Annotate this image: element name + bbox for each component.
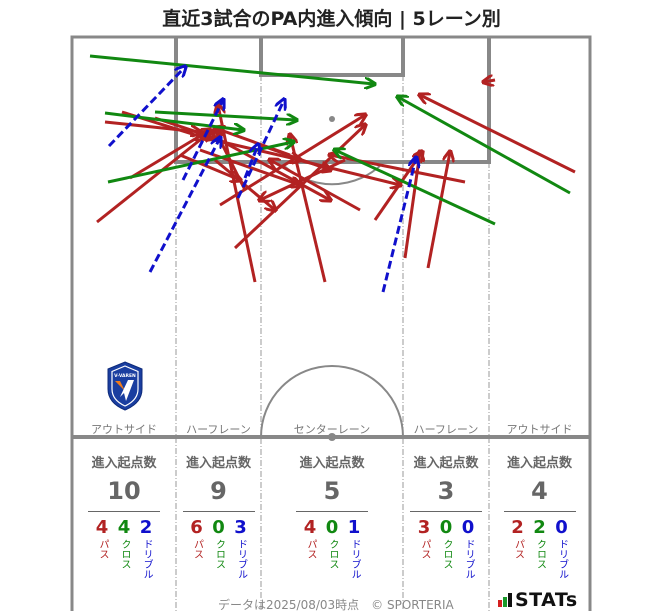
pass-arrow [219,115,365,207]
cross-arrow [104,111,243,130]
penalty-spot [329,116,335,122]
bar-chart-icon [498,593,512,607]
stat-header: 進入起点数 [91,456,157,471]
divider [503,511,576,512]
pass-arrow [104,120,200,132]
pass-arrow [403,152,420,259]
cross-arrows [89,54,571,226]
pass-arrow [420,95,576,174]
pass-label: パス [191,539,203,559]
dribble-label: ドリブル [349,539,360,579]
pass-count: 4 [303,517,317,538]
pass-arrow [179,153,240,180]
cross-arrow [398,97,571,195]
pass-arrow [96,132,210,224]
brand-name: STATs [515,589,578,611]
stat-total: 9 [210,477,227,505]
team-crest-icon: V-VAREN [107,361,143,411]
pass-label: パス [512,539,524,559]
cross-label: クロス [213,539,225,569]
dribble-arrows [107,67,416,293]
stat-header: 進入起点数 [299,456,365,471]
lane-stats-outside-left: 進入起点数 10 4 パス 4 クロス 2 ドリブル [72,452,176,579]
cross-arrow [154,110,296,120]
cross-arrow [89,54,374,84]
pass-count: 4 [95,517,109,538]
dribble-count: 2 [139,517,153,538]
cross-label: クロス [441,539,452,569]
dribble-arrow [381,158,416,293]
dribble-label: ドリブル [556,539,568,579]
cross-arrow [335,150,496,226]
pitch-outline [70,35,592,611]
stat-header: 進入起点数 [185,456,251,471]
lane-stats-outside-right: 進入起点数 4 2 パス 2 クロス 0 ドリブル [489,452,590,579]
pass-arrow [290,135,327,283]
pass-arrow [484,80,496,82]
cross-label: クロス [534,539,546,569]
dribble-count: 3 [234,517,247,538]
dribble-count: 0 [555,517,568,538]
pass-arrow [270,160,361,212]
lane-label-half-right: ハーフレーン [413,423,479,436]
lane-stats-center: 進入起点数 5 4 パス 0 クロス 1 ドリブル [261,452,403,579]
dribble-arrow [243,145,258,179]
pass-arrow [199,148,300,185]
dribble-label: ドリブル [141,539,152,579]
goal-area [259,37,405,77]
dribble-count: 0 [461,517,475,538]
footer-note: データは2025/08/03時点 © SPORTERIA [218,598,454,612]
cross-count: 0 [325,517,339,538]
cross-count: 0 [439,517,453,538]
divider [296,511,368,512]
pass-arrow [426,152,450,269]
pass-label: パス [305,539,316,559]
divider [88,511,160,512]
dribble-arrow [181,100,223,181]
dribble-arrow [107,67,185,148]
divider [182,511,255,512]
lane-label-half-left: ハーフレーン [186,423,251,436]
pass-arrows [96,80,576,283]
cross-label: クロス [119,539,130,569]
cross-count: 0 [212,517,225,538]
pass-label: パス [419,539,430,559]
stat-total: 4 [531,477,548,505]
pass-count: 6 [190,517,203,538]
cross-count: 2 [533,517,546,538]
stat-total: 3 [437,477,455,505]
pass-arrow [129,130,210,180]
lane-dividers [175,75,490,611]
pass-arrow [219,138,330,200]
svg-text:V-VAREN: V-VAREN [114,373,136,379]
lane-label-outside-left: アウトサイド [91,423,157,436]
pass-count: 3 [417,517,431,538]
lane-label-outside-right: アウトサイド [506,423,573,436]
stat-total: 10 [107,477,141,505]
lane-label-center: センターレーン [293,423,371,436]
chart-title: 直近3試合のPA内進入傾向 | 5レーン別 [162,8,501,30]
lane-stats-half-left: 進入起点数 9 6 パス 0 クロス 3 ドリブル [176,452,261,579]
dribble-label: ドリブル [235,539,247,579]
divider [410,511,482,512]
cross-label: クロス [327,539,338,569]
dribble-count: 1 [347,517,361,538]
center-circle [260,365,404,438]
stat-total: 5 [323,477,341,505]
dribble-label: ドリブル [463,539,474,579]
cross-count: 4 [117,517,131,538]
stat-header: 進入起点数 [413,456,479,471]
stats-logo: STATs [498,589,578,611]
pass-label: パス [97,539,108,559]
center-spot [328,433,336,441]
stat-header: 進入起点数 [506,456,572,471]
lane-stats-half-right: 進入起点数 3 3 パス 0 クロス 0 ドリブル [403,452,489,579]
dribble-arrow [148,138,220,273]
pass-count: 2 [511,517,524,538]
